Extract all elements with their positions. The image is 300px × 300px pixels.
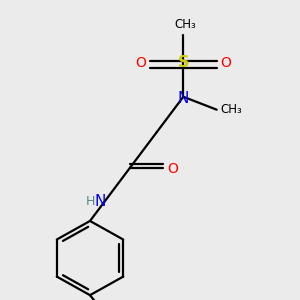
Text: CH₃: CH₃ xyxy=(174,18,196,31)
Text: CH₃: CH₃ xyxy=(221,103,242,116)
Text: N: N xyxy=(178,91,189,106)
Text: S: S xyxy=(178,56,189,70)
Text: H: H xyxy=(86,195,95,208)
Text: O: O xyxy=(220,56,231,70)
Text: O: O xyxy=(167,162,178,176)
Text: N: N xyxy=(94,194,106,209)
Text: O: O xyxy=(135,56,146,70)
